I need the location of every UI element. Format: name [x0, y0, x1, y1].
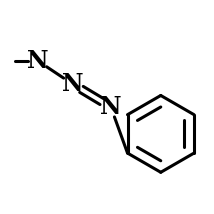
Text: N: N: [100, 95, 122, 119]
Text: N: N: [62, 72, 83, 96]
Text: N: N: [27, 49, 49, 73]
